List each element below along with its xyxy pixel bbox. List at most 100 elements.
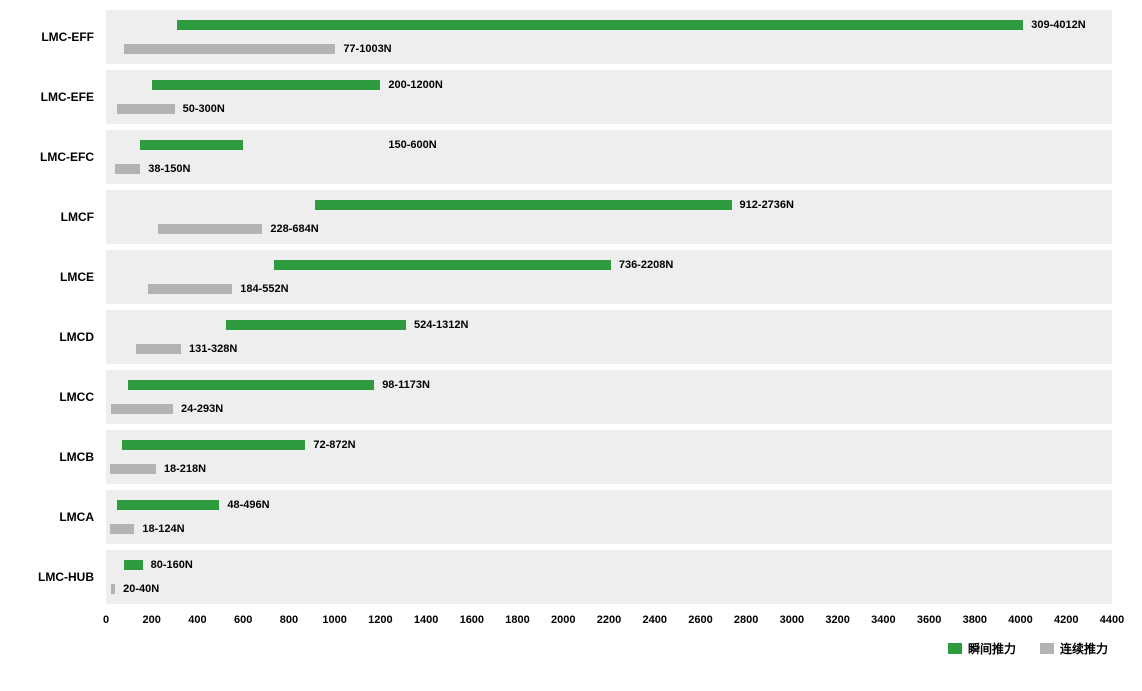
chart-row: LMC-EFE 200-1200N 50-300N (10, 70, 1112, 124)
bar-value-label: 736-2208N (619, 257, 673, 273)
x-tick: 3000 (780, 614, 804, 626)
bar-value-label: 50-300N (183, 101, 225, 117)
bar-value-label: 200-1200N (388, 77, 442, 93)
bar-value-label: 24-293N (181, 401, 223, 417)
bar-value-label: 228-684N (270, 221, 318, 237)
x-tick: 1000 (322, 614, 346, 626)
range-bar (128, 380, 374, 390)
chart-row: LMCC 98-1173N 24-293N (10, 370, 1112, 424)
bar-value-label: 18-218N (164, 461, 206, 477)
bar-wrap: 200-1200N (106, 77, 1112, 93)
bar-wrap: 38-150N (106, 161, 1112, 177)
range-bar (111, 404, 173, 414)
bar-value-label: 77-1003N (343, 41, 391, 57)
x-tick: 1600 (460, 614, 484, 626)
bar-value-label: 72-872N (313, 437, 355, 453)
category-label: LMC-EFC (10, 130, 106, 184)
range-bar (117, 104, 174, 114)
x-tick: 2600 (688, 614, 712, 626)
x-tick: 1800 (505, 614, 529, 626)
range-bar (110, 524, 134, 534)
bar-wrap: 309-4012N (106, 17, 1112, 33)
bar-wrap: 150-600N (106, 137, 1112, 153)
legend-swatch-cont (1040, 643, 1054, 654)
bar-value-label: 184-552N (240, 281, 288, 297)
bar-value-label: 309-4012N (1031, 17, 1085, 33)
chart-row: LMC-EFF 309-4012N 77-1003N (10, 10, 1112, 64)
chart-row: LMC-EFC 150-600N 38-150N (10, 130, 1112, 184)
category-label: LMCD (10, 310, 106, 364)
x-tick: 1400 (414, 614, 438, 626)
plot-area: 98-1173N 24-293N (106, 370, 1112, 424)
x-tick: 3200 (825, 614, 849, 626)
range-bar (111, 584, 116, 594)
bar-wrap: 77-1003N (106, 41, 1112, 57)
range-bar (226, 320, 406, 330)
plot-area: 48-496N 18-124N (106, 490, 1112, 544)
bar-value-label: 524-1312N (414, 317, 468, 333)
bar-value-label: 150-600N (388, 137, 436, 153)
x-axis: 0200400600800100012001400160018002000220… (10, 610, 1112, 634)
bar-wrap: 50-300N (106, 101, 1112, 117)
bar-wrap: 131-328N (106, 341, 1112, 357)
range-bar (158, 224, 262, 234)
x-tick: 2000 (551, 614, 575, 626)
bar-value-label: 18-124N (142, 521, 184, 537)
bar-wrap: 912-2736N (106, 197, 1112, 213)
legend-item-peak: 瞬间推力 (948, 640, 1016, 657)
bar-wrap: 80-160N (106, 557, 1112, 573)
range-bar (152, 80, 381, 90)
bar-value-label: 48-496N (227, 497, 269, 513)
range-bar (315, 200, 732, 210)
range-bar (117, 500, 219, 510)
category-label: LMCA (10, 490, 106, 544)
bar-wrap: 20-40N (106, 581, 1112, 597)
bar-value-label: 912-2736N (740, 197, 794, 213)
x-tick: 800 (280, 614, 298, 626)
bar-wrap: 736-2208N (106, 257, 1112, 273)
x-tick: 2800 (734, 614, 758, 626)
bar-wrap: 72-872N (106, 437, 1112, 453)
bar-value-label: 131-328N (189, 341, 237, 357)
category-label: LMCE (10, 250, 106, 304)
bar-value-label: 38-150N (148, 161, 190, 177)
chart-row: LMC-HUB 80-160N 20-40N (10, 550, 1112, 604)
category-label: LMCC (10, 370, 106, 424)
chart-row: LMCB 72-872N 18-218N (10, 430, 1112, 484)
plot-area: 309-4012N 77-1003N (106, 10, 1112, 64)
legend-label-cont: 连续推力 (1060, 640, 1108, 657)
range-bar (148, 284, 232, 294)
category-label: LMCF (10, 190, 106, 244)
bar-value-label: 98-1173N (382, 377, 430, 393)
x-tick: 2200 (597, 614, 621, 626)
bar-value-label: 80-160N (151, 557, 193, 573)
x-tick: 400 (188, 614, 206, 626)
range-bar (124, 44, 336, 54)
x-tick: 1200 (368, 614, 392, 626)
x-tick: 600 (234, 614, 252, 626)
range-bar (177, 20, 1024, 30)
bar-wrap: 48-496N (106, 497, 1112, 513)
bar-wrap: 98-1173N (106, 377, 1112, 393)
x-tick: 3400 (871, 614, 895, 626)
category-label: LMC-EFF (10, 10, 106, 64)
chart-row: LMCF 912-2736N 228-684N (10, 190, 1112, 244)
x-tick: 4000 (1008, 614, 1032, 626)
bar-wrap: 228-684N (106, 221, 1112, 237)
chart-row: LMCA 48-496N 18-124N (10, 490, 1112, 544)
plot-area: 80-160N 20-40N (106, 550, 1112, 604)
bar-wrap: 18-124N (106, 521, 1112, 537)
plot-area: 912-2736N 228-684N (106, 190, 1112, 244)
bar-wrap: 524-1312N (106, 317, 1112, 333)
plot-area: 150-600N 38-150N (106, 130, 1112, 184)
range-bar (110, 464, 156, 474)
category-label: LMC-HUB (10, 550, 106, 604)
chart-row: LMCD 524-1312N 131-328N (10, 310, 1112, 364)
chart-row: LMCE 736-2208N 184-552N (10, 250, 1112, 304)
plot-area: 72-872N 18-218N (106, 430, 1112, 484)
x-tick: 3800 (963, 614, 987, 626)
range-bar (140, 140, 243, 150)
plot-area: 200-1200N 50-300N (106, 70, 1112, 124)
bar-wrap: 18-218N (106, 461, 1112, 477)
range-bar (124, 560, 142, 570)
